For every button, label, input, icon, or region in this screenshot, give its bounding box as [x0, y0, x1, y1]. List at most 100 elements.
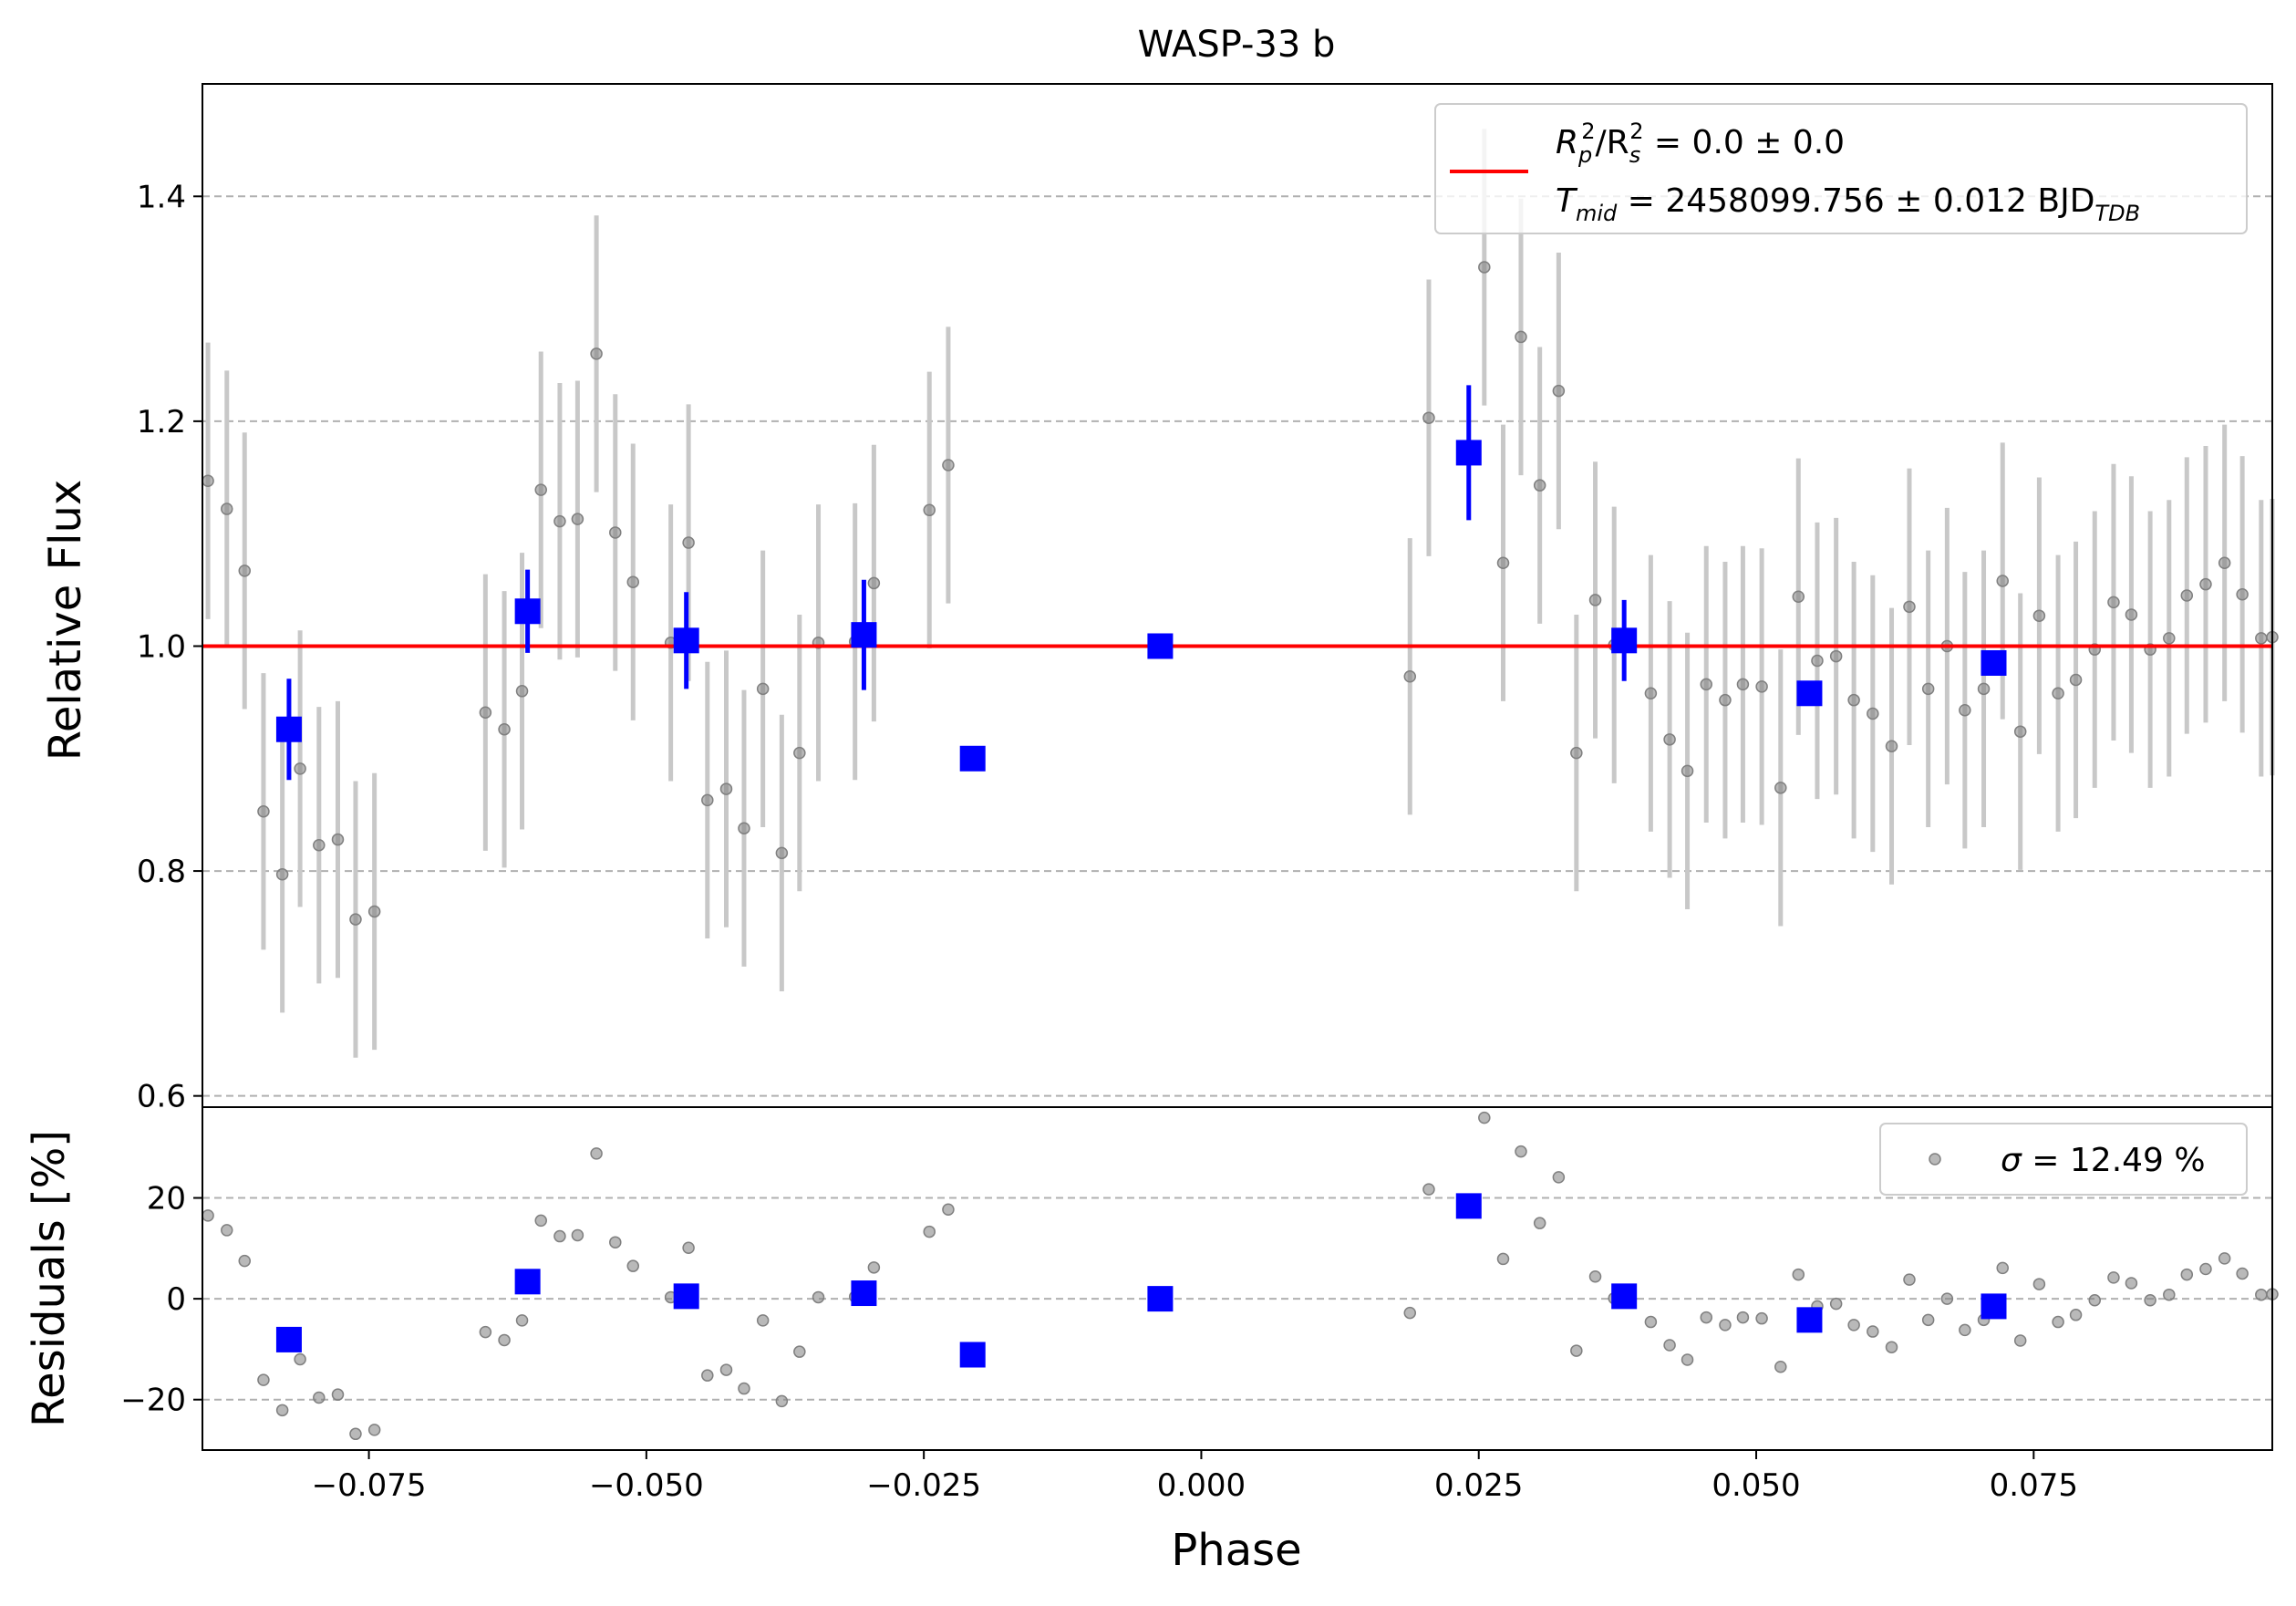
binned-data-point: [851, 622, 877, 648]
raw-data-point: [571, 513, 584, 525]
residual-ytick-label: 0: [166, 1281, 186, 1318]
main-y-ticks: 0.6 0.8 1.0 1.2 1.4: [137, 179, 202, 1115]
raw-data-point: [923, 503, 936, 517]
raw-data-point: [2180, 589, 2194, 602]
raw-data-point: [756, 682, 770, 696]
raw-data-point: [1663, 733, 1676, 746]
raw-residual-point: [479, 1325, 492, 1339]
raw-data-point: [479, 706, 492, 719]
raw-residual-point: [1847, 1319, 1860, 1331]
raw-data-point: [498, 722, 511, 736]
xtick-label: 0.000: [1157, 1467, 1246, 1504]
binned-data-point: [959, 745, 986, 772]
raw-residual-point: [221, 1224, 233, 1237]
raw-data-point: [1867, 707, 1879, 720]
raw-residual-point: [2107, 1271, 2120, 1284]
binned-residual-point: [275, 1326, 302, 1352]
raw-data-point: [1515, 330, 1527, 344]
raw-residual-point: [331, 1388, 345, 1401]
raw-residual-point: [515, 1314, 529, 1327]
main-y-axis-label: Relative Flux: [40, 480, 91, 762]
raw-data-point: [1552, 384, 1566, 398]
main-binned-points: [275, 440, 2007, 772]
raw-residual-point: [2163, 1288, 2176, 1301]
raw-data-point: [1496, 556, 1510, 569]
main-ytick-label: 0.6: [137, 1079, 186, 1115]
raw-data-point: [1736, 678, 1750, 691]
raw-residual-point: [2013, 1334, 2027, 1347]
raw-residual-point: [2032, 1278, 2046, 1290]
raw-data-point: [313, 838, 326, 852]
binned-data-point: [1611, 627, 1638, 654]
raw-data-point: [793, 746, 806, 760]
residuals-panel: −20 0 20 −0.075 −0.050 −0.025 0.000 0.025 0.050…: [24, 1106, 2279, 1576]
raw-residual-point: [2125, 1277, 2138, 1290]
binned-residual-point: [1455, 1193, 1482, 1219]
binned-data-point: [1796, 680, 1823, 707]
raw-residual-point: [1921, 1313, 1935, 1327]
raw-residual-point: [738, 1382, 750, 1395]
raw-residual-point: [1478, 1111, 1491, 1124]
raw-data-point: [1829, 649, 1843, 663]
raw-residual-point: [1719, 1319, 1732, 1331]
legend-raw-marker: [1929, 1153, 1941, 1166]
residual-ytick-label: 20: [147, 1181, 186, 1217]
raw-data-point: [515, 685, 529, 698]
residual-y-ticks: −20 0 20: [120, 1181, 202, 1419]
raw-data-point: [331, 833, 345, 846]
main-ytick-label: 1.4: [137, 179, 186, 215]
chart-title: WASP-33 b: [1138, 24, 1336, 66]
raw-data-point: [2013, 725, 2027, 738]
raw-residual-point: [775, 1394, 789, 1408]
raw-data-point: [1644, 687, 1658, 700]
raw-residual-point: [1422, 1183, 1435, 1196]
raw-data-point: [275, 868, 289, 881]
binned-data-point: [514, 598, 541, 625]
legend-model-label: Rp2/Rs2 = 0.0 ± 0.0: [1556, 119, 1845, 168]
residual-gridlines: [202, 1197, 2272, 1401]
raw-residual-point: [1403, 1306, 1417, 1320]
raw-residual-point: [812, 1290, 825, 1304]
raw-data-point: [2236, 588, 2249, 601]
raw-residual-point: [1644, 1315, 1658, 1329]
raw-residual-point: [1885, 1341, 1898, 1353]
raw-residual-point: [1515, 1145, 1527, 1158]
main-raw-points: [202, 261, 2279, 926]
raw-data-point: [221, 503, 233, 515]
raw-data-point: [1903, 600, 1916, 614]
binned-data-point: [1147, 633, 1174, 659]
raw-residual-point: [534, 1214, 547, 1228]
raw-residual-point: [1588, 1270, 1602, 1283]
raw-residual-point: [257, 1373, 270, 1386]
raw-data-point: [1570, 746, 1583, 760]
raw-data-point: [719, 782, 733, 795]
raw-residual-point: [1552, 1171, 1566, 1184]
raw-data-point: [738, 822, 750, 834]
raw-residual-point: [1792, 1268, 1805, 1281]
raw-data-point: [1588, 594, 1602, 606]
raw-residual-point: [701, 1369, 714, 1382]
raw-data-point: [1422, 411, 1435, 424]
residual-ytick-label: −20: [120, 1383, 186, 1419]
raw-residual-point: [2069, 1309, 2083, 1321]
raw-residual-point: [590, 1147, 603, 1160]
raw-residual-point: [571, 1228, 584, 1242]
raw-data-point: [257, 804, 270, 818]
raw-data-point: [1533, 479, 1546, 492]
raw-residual-point: [1663, 1339, 1676, 1352]
raw-data-point: [2052, 687, 2064, 700]
raw-data-point: [775, 846, 789, 860]
residual-raw-points: [202, 1111, 2279, 1441]
raw-data-point: [1774, 782, 1787, 794]
binned-residual-point: [959, 1342, 986, 1368]
raw-data-point: [367, 905, 381, 918]
raw-residual-point: [1496, 1252, 1510, 1266]
raw-data-point: [1977, 682, 1991, 696]
binned-residual-point: [1611, 1283, 1638, 1310]
raw-data-point: [1681, 764, 1694, 778]
raw-residual-point: [1996, 1261, 2009, 1275]
raw-residual-point: [867, 1261, 881, 1274]
raw-data-point: [238, 565, 252, 577]
raw-data-point: [1959, 704, 1971, 717]
raw-residual-point: [553, 1229, 566, 1243]
